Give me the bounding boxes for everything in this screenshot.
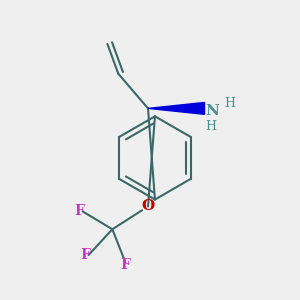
Text: F: F: [120, 258, 130, 272]
Text: F: F: [75, 204, 85, 218]
Text: O: O: [141, 200, 154, 214]
Polygon shape: [148, 102, 205, 114]
Text: H: H: [225, 97, 236, 110]
Text: N: N: [206, 104, 219, 118]
Text: F: F: [81, 248, 91, 262]
Text: H: H: [205, 120, 216, 133]
